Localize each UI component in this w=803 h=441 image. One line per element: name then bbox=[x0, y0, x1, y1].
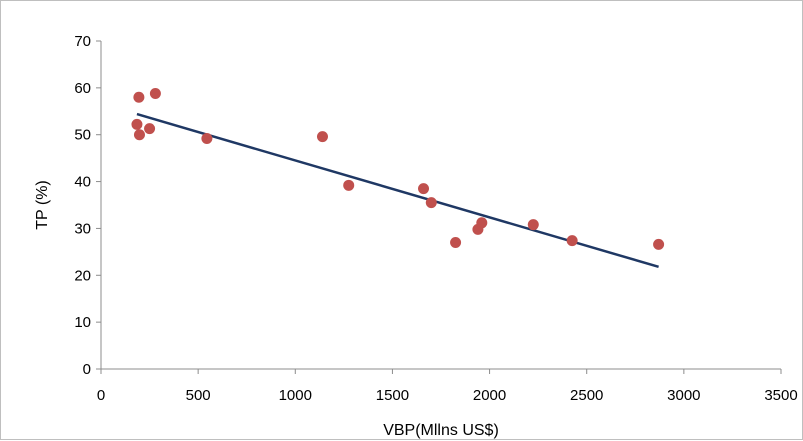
data-point bbox=[527, 219, 539, 231]
data-point bbox=[316, 131, 328, 143]
data-point bbox=[566, 235, 578, 247]
y-tick-label: 70 bbox=[74, 33, 91, 50]
x-tick-label: 2500 bbox=[570, 387, 603, 404]
axes bbox=[100, 41, 781, 370]
y-tick-label: 30 bbox=[74, 220, 91, 237]
data-point bbox=[418, 183, 430, 195]
y-tick-label: 0 bbox=[83, 361, 91, 378]
y-tick-label: 50 bbox=[74, 127, 91, 144]
trendline bbox=[136, 112, 659, 269]
trendline-group bbox=[136, 112, 659, 269]
data-point bbox=[144, 123, 156, 135]
data-point bbox=[133, 91, 145, 103]
x-tick-label: 3500 bbox=[764, 387, 797, 404]
x-tick-label: 500 bbox=[186, 387, 211, 404]
y-axis-ticks: 0 10 20 30 40 50 60 70 bbox=[74, 33, 101, 378]
x-axis-title: VBP(Mllns US$) bbox=[383, 422, 499, 439]
data-points bbox=[131, 87, 665, 250]
y-tick-label: 20 bbox=[74, 267, 91, 284]
x-tick-label: 3000 bbox=[667, 387, 700, 404]
x-tick-label: 2000 bbox=[473, 387, 506, 404]
y-tick-label: 40 bbox=[74, 174, 91, 191]
data-point bbox=[653, 238, 665, 250]
data-point bbox=[476, 217, 488, 229]
data-point bbox=[149, 87, 161, 99]
data-point bbox=[425, 197, 437, 209]
data-point bbox=[131, 118, 143, 130]
data-point bbox=[450, 236, 462, 248]
x-axis-ticks: 0 500 1000 1500 2000 2500 3000 3500 bbox=[97, 369, 798, 404]
x-tick-label: 0 bbox=[97, 387, 105, 404]
y-tick-label: 60 bbox=[74, 80, 91, 97]
y-axis-title: TP (%) bbox=[34, 180, 51, 229]
data-point bbox=[201, 132, 213, 144]
data-point bbox=[133, 129, 145, 141]
y-tick-label: 10 bbox=[74, 314, 91, 331]
data-point bbox=[343, 179, 355, 191]
x-tick-label: 1500 bbox=[376, 387, 409, 404]
x-tick-label: 1000 bbox=[279, 387, 312, 404]
